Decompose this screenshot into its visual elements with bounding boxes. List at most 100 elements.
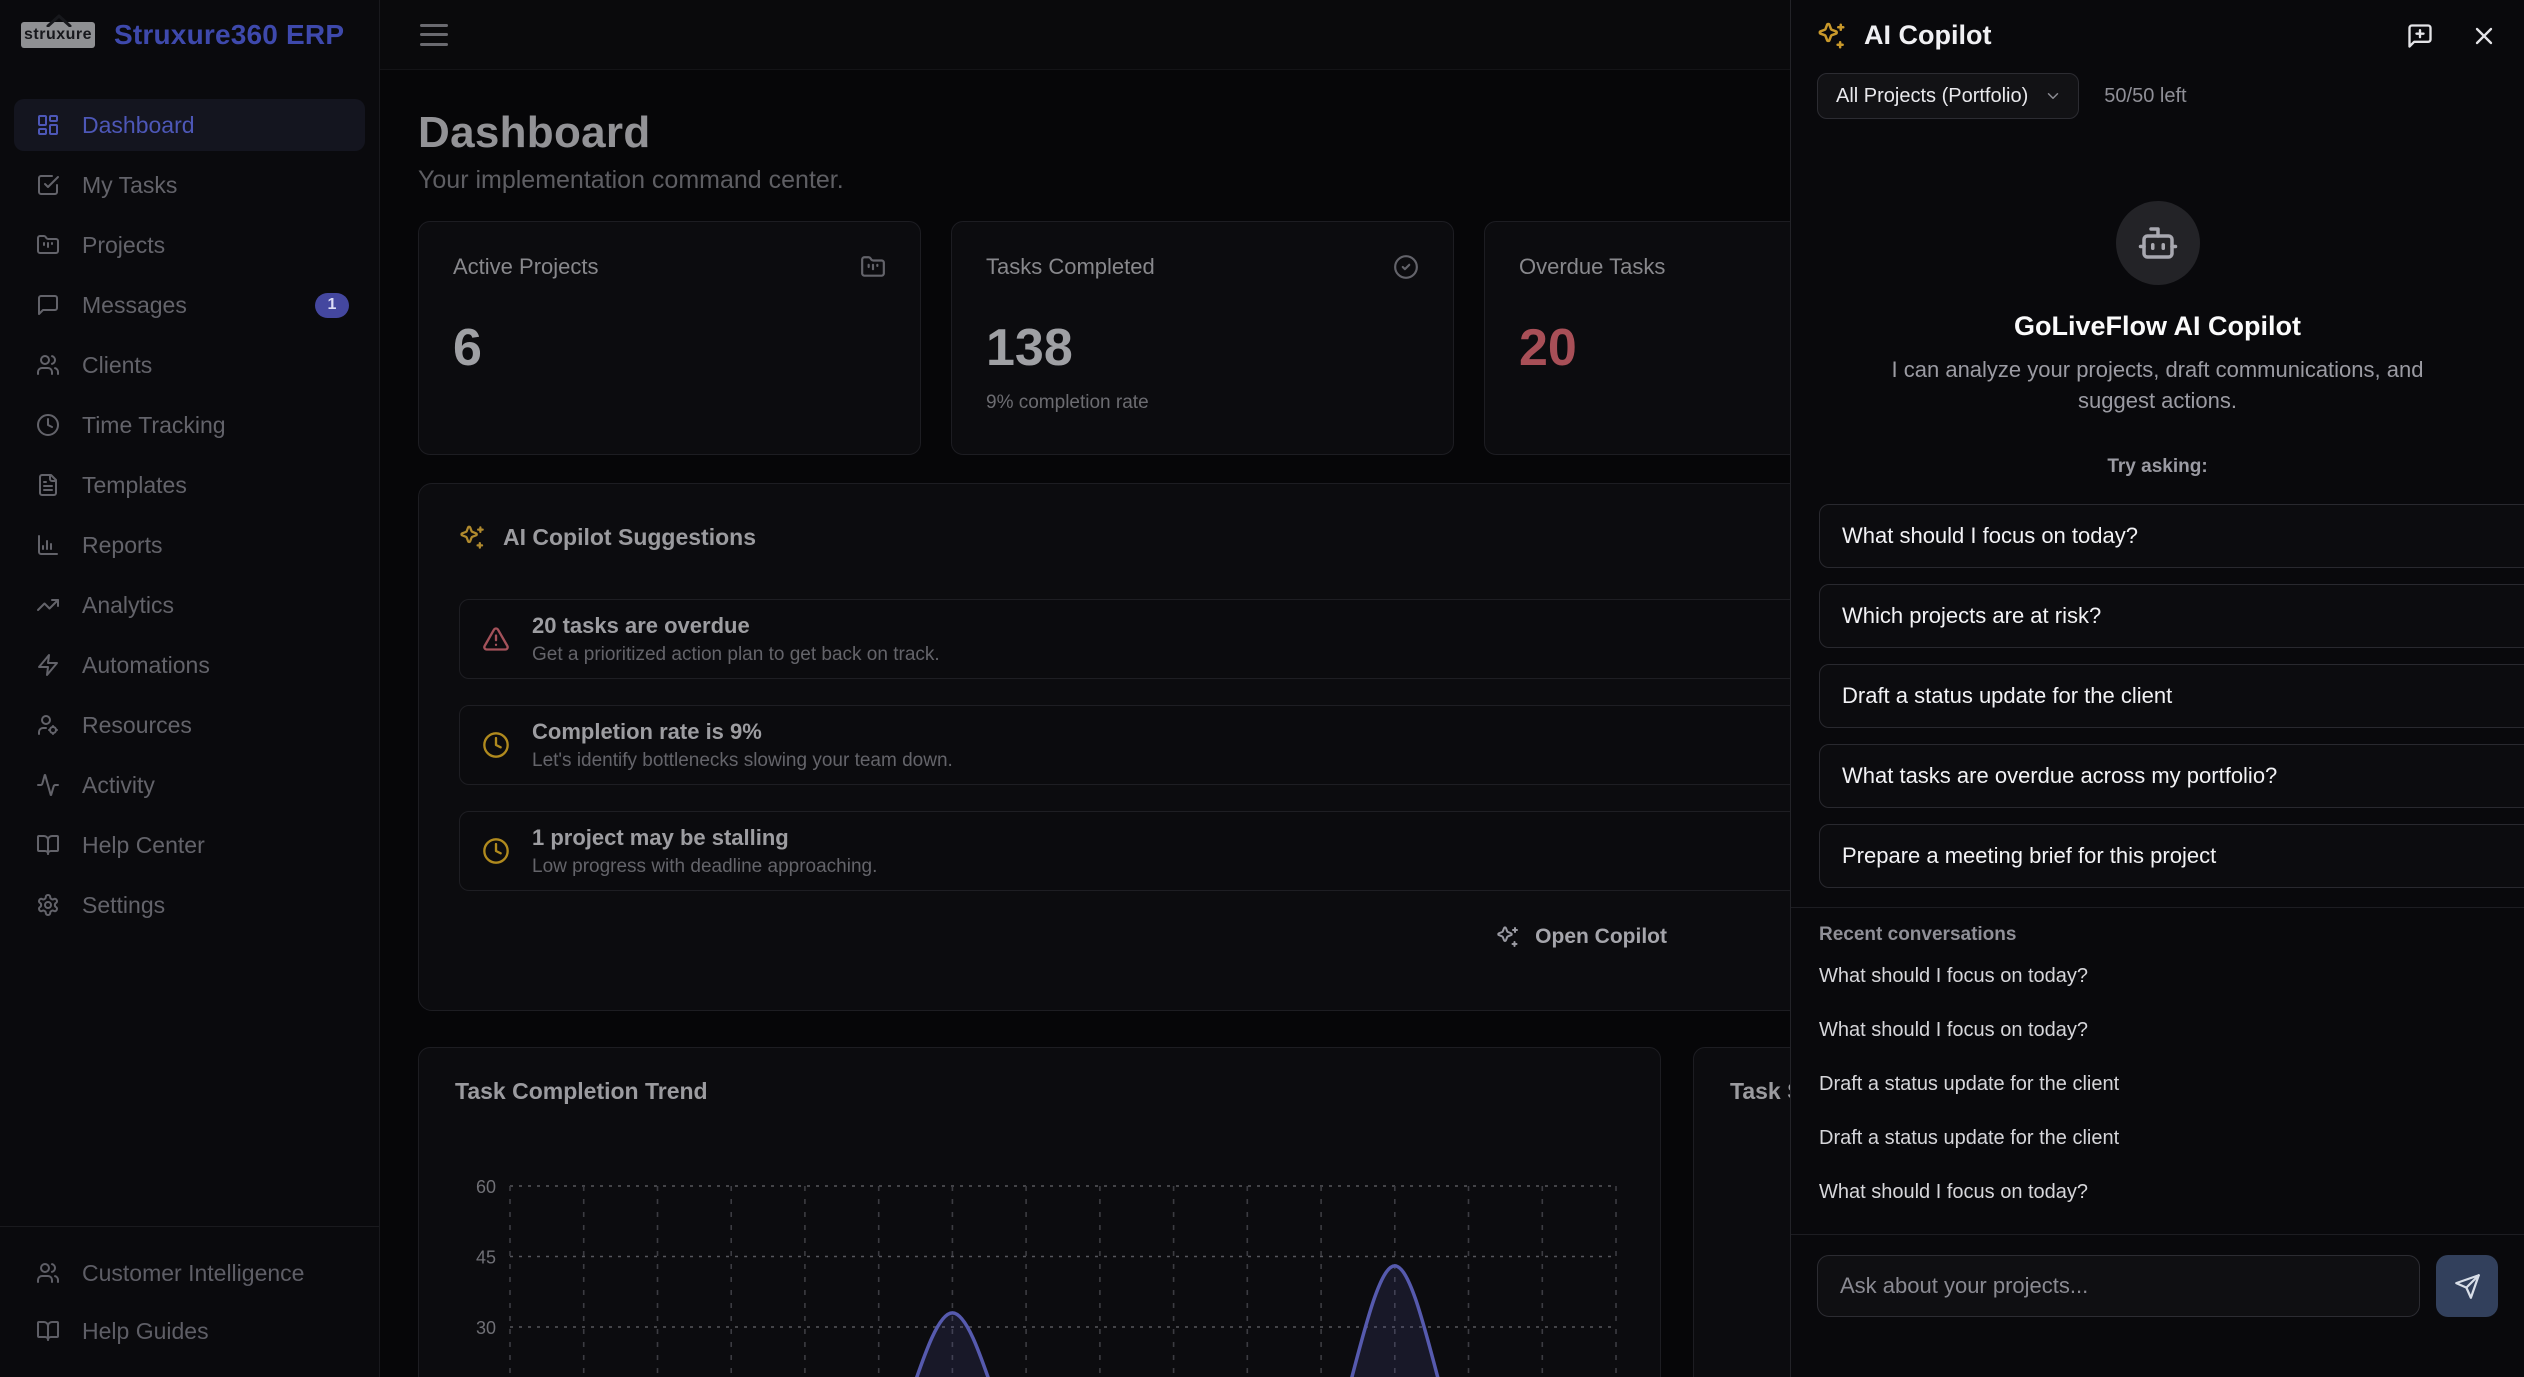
ai-copilot-panel: AI Copilot All Projects (Portfolio) 50/5… bbox=[1790, 0, 2524, 1377]
logo-text: struxure bbox=[23, 26, 93, 43]
copilot-suggestion-button[interactable]: Prepare a meeting brief for this project bbox=[1819, 824, 2524, 888]
recent-conversations: Recent conversations What should I focus… bbox=[1791, 907, 2524, 1234]
recent-conversations-list: What should I focus on today? What should… bbox=[1819, 964, 2496, 1204]
message-square-icon bbox=[36, 293, 60, 317]
book-open-icon bbox=[36, 1319, 60, 1343]
copilot-input[interactable] bbox=[1817, 1255, 2420, 1317]
copilot-suggestion-button[interactable]: Which projects are at risk? bbox=[1819, 584, 2524, 648]
suggestion-title: 1 project may be stalling bbox=[532, 824, 789, 850]
sidebar-item-help-center[interactable]: Help Center bbox=[14, 819, 365, 871]
stat-subtext: 9% completion rate bbox=[986, 392, 1149, 413]
menu-icon[interactable] bbox=[420, 23, 448, 46]
copilot-suggestion-button[interactable]: What tasks are overdue across my portfol… bbox=[1819, 744, 2524, 808]
open-copilot-label: Open Copilot bbox=[1535, 925, 1667, 948]
sidebar-item-time-tracking[interactable]: Time Tracking bbox=[14, 399, 365, 451]
sidebar-item-templates[interactable]: Templates bbox=[14, 459, 365, 511]
sidebar-item-resources[interactable]: Resources bbox=[14, 699, 365, 751]
sidebar-item-label: My Tasks bbox=[82, 171, 178, 198]
suggestion-description: Low progress with deadline approaching. bbox=[532, 855, 878, 877]
copilot-suggestion-button[interactable]: What should I focus on today? bbox=[1819, 504, 2524, 568]
copilot-input-row bbox=[1791, 1234, 2524, 1377]
copilot-suggestion-list: What should I focus on today? Which proje… bbox=[1819, 504, 2524, 888]
quota-label: 50/50 left bbox=[2104, 84, 2187, 107]
clock-icon bbox=[482, 837, 510, 865]
trending-up-icon bbox=[36, 593, 60, 617]
roof-icon bbox=[46, 14, 72, 27]
page-subtitle: Your implementation command center. bbox=[418, 166, 844, 194]
open-copilot-row: Open Copilot bbox=[459, 925, 2222, 949]
page-title: Dashboard bbox=[418, 108, 651, 157]
stat-label: Tasks Completed bbox=[986, 254, 1155, 279]
stat-card-active-projects: Active Projects 6 bbox=[418, 221, 921, 455]
stat-card-header: Overdue Tasks bbox=[1519, 254, 1952, 280]
settings-icon bbox=[36, 893, 60, 917]
sidebar-item-analytics[interactable]: Analytics bbox=[14, 579, 365, 631]
suggestion-title: Completion rate is 9% bbox=[532, 718, 762, 744]
sidebar-footer: Customer Intelligence Help Guides bbox=[0, 1226, 379, 1377]
recent-conversation-item[interactable]: What should I focus on today? bbox=[1819, 1181, 2089, 1203]
sparkles-icon bbox=[459, 524, 486, 551]
try-asking-label: Try asking: bbox=[2107, 456, 2208, 477]
copilot-suggestion-button[interactable]: Draft a status update for the client bbox=[1819, 664, 2524, 728]
stat-label: Overdue Tasks bbox=[1519, 254, 1666, 279]
sidebar-item-settings[interactable]: Settings bbox=[14, 879, 365, 931]
clock-icon bbox=[36, 413, 60, 437]
sidebar-item-clients[interactable]: Clients bbox=[14, 339, 365, 391]
task-completion-chart: 60 45 30 bbox=[455, 1130, 1624, 1377]
recent-conversation-item[interactable]: Draft a status update for the client bbox=[1819, 1127, 2120, 1149]
sidebar-item-dashboard[interactable]: Dashboard bbox=[14, 99, 365, 151]
sidebar-item-activity[interactable]: Activity bbox=[14, 759, 365, 811]
chevron-down-icon bbox=[2044, 87, 2062, 105]
sidebar-item-projects[interactable]: Projects bbox=[14, 219, 365, 271]
check-square-icon bbox=[36, 173, 60, 197]
copilot-title: AI Copilot bbox=[1864, 20, 1992, 50]
sidebar-item-label: Analytics bbox=[82, 591, 175, 618]
zap-icon bbox=[36, 653, 60, 677]
sidebar-item-label: Activity bbox=[82, 771, 155, 798]
sidebar-item-label: Clients bbox=[82, 351, 153, 378]
sidebar-item-label: Messages bbox=[82, 291, 187, 318]
suggestion-description: Let's identify bottlenecks slowing your … bbox=[532, 749, 953, 771]
users-icon bbox=[36, 353, 60, 377]
brand-logo: struxure Struxure360 ERP bbox=[0, 0, 379, 70]
recent-conversation-item[interactable]: What should I focus on today? bbox=[1819, 965, 2089, 987]
recent-conversations-header: Recent conversations bbox=[1819, 924, 2017, 945]
sidebar-item-help-guides[interactable]: Help Guides bbox=[14, 1305, 365, 1357]
project-scope-select[interactable]: All Projects (Portfolio) bbox=[1817, 73, 2080, 119]
alert-triangle-icon bbox=[482, 625, 510, 653]
svg-text:30: 30 bbox=[476, 1318, 496, 1338]
sidebar-item-label: Settings bbox=[82, 891, 166, 918]
chart-title: Task Completion Trend bbox=[455, 1078, 708, 1104]
sidebar-item-label: Customer Intelligence bbox=[82, 1259, 305, 1286]
sidebar-item-automations[interactable]: Automations bbox=[14, 639, 365, 691]
svg-text:45: 45 bbox=[476, 1248, 496, 1268]
recent-conversation-item[interactable]: What should I focus on today? bbox=[1819, 1019, 2089, 1041]
open-copilot-button[interactable]: Open Copilot bbox=[1496, 925, 1667, 949]
close-icon[interactable] bbox=[2470, 22, 2498, 50]
suggestion-text: 20 tasks are overdue Get a prioritized a… bbox=[532, 613, 940, 666]
book-open-icon bbox=[36, 833, 60, 857]
sidebar-item-my-tasks[interactable]: My Tasks bbox=[14, 159, 365, 211]
sidebar: struxure Struxure360 ERP Dashboard My Tas… bbox=[0, 0, 380, 1377]
sidebar-item-reports[interactable]: Reports bbox=[14, 519, 365, 571]
bot-avatar bbox=[2115, 201, 2200, 285]
copilot-hero-title: GoLiveFlow AI Copilot bbox=[2014, 311, 2301, 341]
ai-panel-title: AI Copilot Suggestions bbox=[503, 524, 756, 550]
sidebar-item-label: Resources bbox=[82, 711, 192, 738]
sidebar-item-label: Help Guides bbox=[82, 1317, 209, 1344]
sparkles-icon bbox=[1817, 21, 1847, 51]
stat-label: Active Projects bbox=[453, 254, 599, 279]
new-conversation-icon[interactable] bbox=[2406, 22, 2434, 50]
send-button[interactable] bbox=[2436, 1255, 2498, 1317]
stat-value: 6 bbox=[453, 319, 482, 377]
sidebar-nav: Dashboard My Tasks Projects Messages 1 Client… bbox=[0, 99, 379, 939]
clock-icon bbox=[482, 731, 510, 759]
users-icon bbox=[36, 1261, 60, 1285]
sidebar-item-customer-intelligence[interactable]: Customer Intelligence bbox=[14, 1247, 365, 1299]
sidebar-item-messages[interactable]: Messages 1 bbox=[14, 279, 365, 331]
layout-dashboard-icon bbox=[36, 113, 60, 137]
copilot-header-actions bbox=[2406, 22, 2498, 50]
recent-conversation-item[interactable]: Draft a status update for the client bbox=[1819, 1073, 2120, 1095]
svg-text:60: 60 bbox=[476, 1177, 496, 1197]
